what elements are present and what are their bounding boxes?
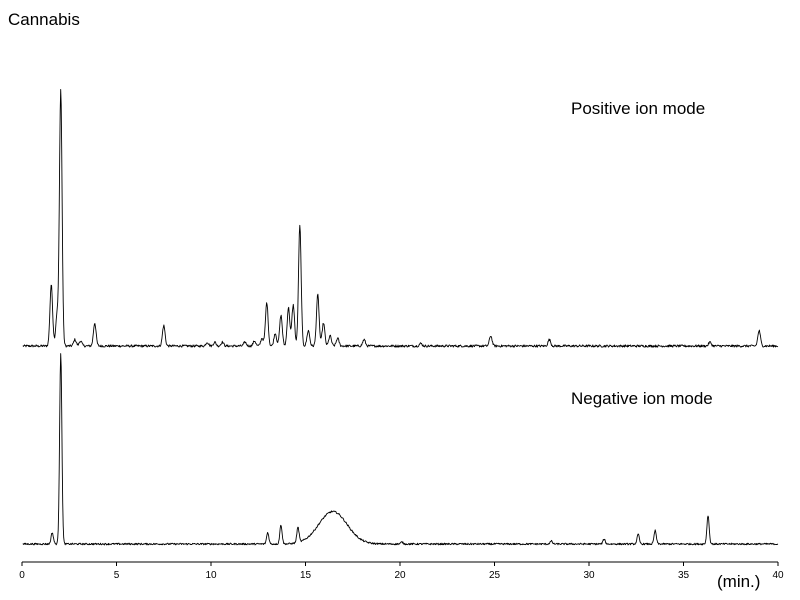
x-tick-label: 5 <box>114 570 120 581</box>
x-tick-label: 10 <box>205 570 217 581</box>
x-axis-ticks: 0 5 10 15 20 25 30 35 40 <box>19 562 784 581</box>
chart-title: Cannabis <box>8 10 80 29</box>
positive-ion-trace <box>22 89 779 348</box>
x-tick-label: 25 <box>489 570 501 581</box>
x-tick-label: 20 <box>394 570 406 581</box>
x-tick-label: 0 <box>19 570 25 581</box>
positive-trace-label: Positive ion mode <box>571 99 705 118</box>
x-axis-unit-label: (min.) <box>717 572 760 591</box>
x-tick-label: 30 <box>583 570 595 581</box>
negative-ion-trace <box>22 353 779 546</box>
x-tick-label: 35 <box>678 570 690 581</box>
x-tick-label: 40 <box>772 570 784 581</box>
negative-trace-label: Negative ion mode <box>571 389 713 408</box>
x-tick-label: 15 <box>300 570 312 581</box>
